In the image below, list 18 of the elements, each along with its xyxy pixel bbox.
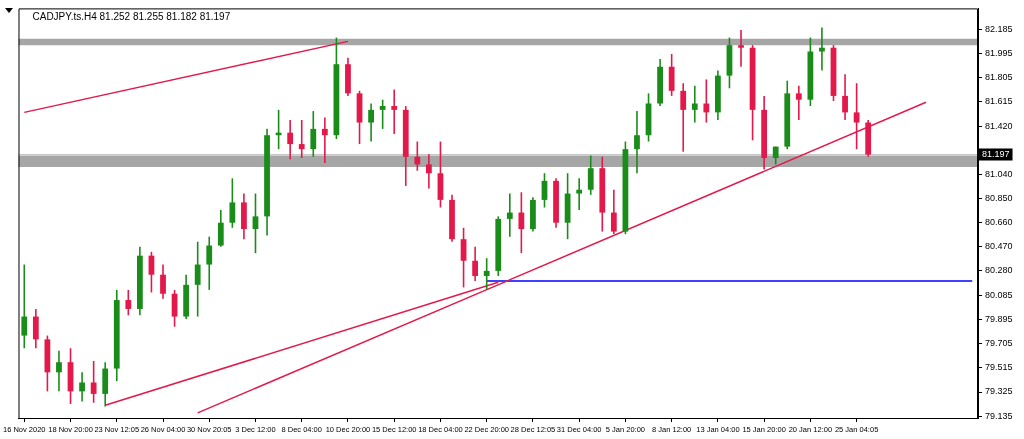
- y-tick-label: 81.040: [985, 169, 1013, 180]
- y-tick-label: 81.420: [985, 120, 1013, 131]
- y-tick-label: 80.850: [985, 193, 1013, 204]
- y-tick-label: 80.470: [985, 241, 1013, 252]
- y-tick-label: 82.185: [985, 23, 1013, 34]
- y-tick-label: 79.705: [985, 338, 1013, 349]
- y-tick-label: 81.805: [985, 72, 1013, 82]
- y-tick-label: 79.135: [985, 410, 1013, 421]
- y-tick-label: 80.085: [985, 290, 1013, 301]
- y-tick-label: 80.280: [985, 265, 1013, 276]
- y-tick-label: 81.615: [985, 96, 1013, 107]
- y-tick-label: 79.515: [985, 362, 1013, 373]
- y-tick-label: 81.995: [985, 47, 1013, 58]
- y-tick-label: 79.895: [985, 314, 1013, 325]
- y-tick-label: 80.660: [985, 217, 1013, 228]
- ref-line-label: 81.197: [982, 149, 1010, 160]
- chart-title: CADJPY.ts.H4 81.252 81.255 81.182 81.197: [32, 11, 231, 23]
- y-tick-label: 79.325: [985, 386, 1013, 397]
